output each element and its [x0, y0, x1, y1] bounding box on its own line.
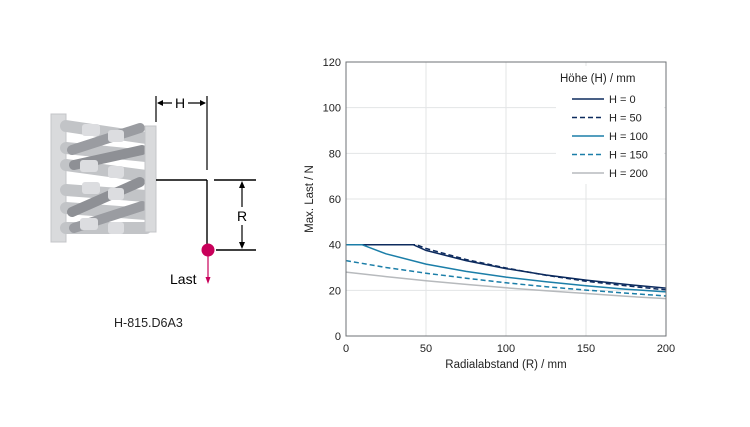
strut-crossing — [67, 177, 145, 217]
h-label-bg — [172, 94, 188, 110]
series-line — [346, 243, 667, 291]
dimension-h-label: H — [175, 95, 185, 111]
top-plate — [144, 125, 157, 233]
legend-entry: H = 200 — [609, 168, 648, 180]
strut-crossing — [67, 123, 145, 155]
x-axis-label: Radialabstand (R) / mm — [445, 359, 566, 371]
y-axis-label: Max. Last / N — [304, 165, 316, 233]
strut-joint — [108, 166, 124, 178]
y-tick-label: 80 — [329, 148, 341, 160]
model-label: H-815.D6A3 — [114, 316, 183, 330]
x-tick-label: 200 — [657, 343, 675, 355]
h-arrow-right — [200, 100, 206, 106]
y-tick-label: 40 — [329, 240, 341, 252]
x-tick-label: 50 — [420, 343, 432, 355]
strut-joint — [80, 160, 98, 172]
h-arrow-left — [157, 100, 163, 106]
strut-joint — [108, 130, 124, 142]
plot-frame — [345, 61, 667, 337]
r-arrow-bottom — [239, 242, 245, 249]
legend-entry: H = 0 — [609, 94, 636, 106]
y-tick-label: 0 — [335, 331, 341, 343]
legend-entry: H = 100 — [609, 131, 648, 143]
legend-entry: H = 50 — [609, 113, 642, 125]
series-line — [346, 243, 667, 293]
chart-legend: Höhe (H) / mm H = 0 H = 50 H = 100 H = 150 H… — [556, 66, 664, 184]
hexapod-diagram: H R Last H-815.D6A3 — [50, 94, 256, 330]
y-tick-label: 60 — [329, 194, 341, 206]
series-line — [345, 271, 667, 300]
struts — [60, 120, 152, 234]
x-tick-label: 100 — [497, 343, 515, 355]
strut-joint — [80, 218, 98, 230]
strut-joint — [108, 188, 124, 200]
chart-tick-labels: 0 50 100 150 200 0 20 40 60 80 100 120 — [323, 57, 676, 355]
chart-series-lines — [345, 243, 667, 300]
r-arrow-top — [239, 181, 245, 188]
load-point — [201, 243, 215, 257]
strut-joint — [108, 222, 124, 234]
dimension-r-label: R — [237, 208, 247, 224]
strut-joint — [82, 182, 100, 194]
strut — [60, 120, 152, 144]
y-tick-label: 20 — [329, 285, 341, 297]
y-tick-label: 120 — [323, 57, 341, 69]
legend-box — [556, 66, 664, 184]
y-tick-label: 100 — [323, 103, 341, 115]
x-tick-label: 150 — [577, 343, 595, 355]
load-label: Last — [170, 271, 197, 287]
legend-title: Höhe (H) / mm — [560, 73, 635, 85]
load-arrow-head — [205, 277, 211, 284]
r-label-bg — [234, 207, 250, 225]
load-chart: 0 50 100 150 200 0 20 40 60 80 100 120 Radialabstan… — [304, 57, 675, 371]
series-line — [346, 243, 667, 289]
x-tick-label: 0 — [343, 343, 349, 355]
series-line — [345, 259, 667, 297]
legend-entry: H = 150 — [609, 150, 648, 162]
strut-joint — [82, 124, 100, 136]
